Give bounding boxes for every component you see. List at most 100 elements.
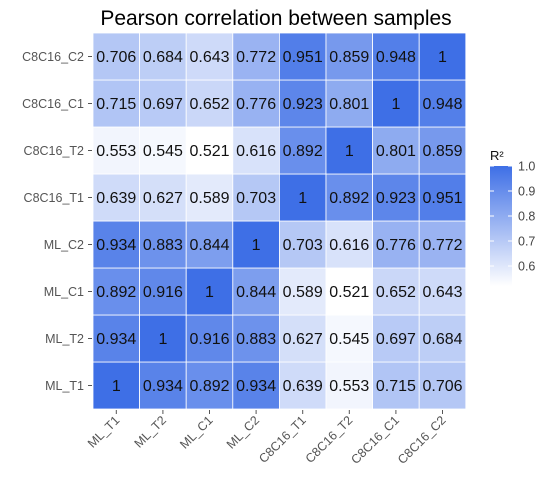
heatmap-cell xyxy=(418,267,467,316)
cell-value-label: 0.776 xyxy=(376,237,416,254)
cell-value-label: 0.643 xyxy=(422,284,462,301)
x-tick-label: ML_T1 xyxy=(85,413,122,450)
heatmap-cell xyxy=(139,361,187,410)
heatmap-cell xyxy=(325,32,373,81)
x-tick-label: C8C16_C1 xyxy=(348,413,402,467)
heatmap-cell xyxy=(418,32,467,81)
cell-value-label: 0.521 xyxy=(329,284,369,301)
heatmap-cell xyxy=(372,79,420,128)
cell-value-label: 1 xyxy=(205,284,214,301)
cell-value-label: 0.772 xyxy=(236,49,276,66)
heatmap-cell xyxy=(139,173,187,222)
cell-value-label: 0.627 xyxy=(283,331,323,348)
cell-value-label: 0.859 xyxy=(329,49,369,66)
cell-value-label: 0.652 xyxy=(376,284,416,301)
heatmap-cells: 1 0.934 0.892 0.934 0.639 0.553 0.715 0.706 0.93… xyxy=(92,32,467,410)
cell-value-label: 0.948 xyxy=(422,96,462,113)
heatmap-cell xyxy=(418,173,467,222)
cell-value-label: 0.639 xyxy=(283,378,323,395)
heatmap-cell xyxy=(185,173,234,222)
cell-value-label: 0.892 xyxy=(189,378,229,395)
heatmap-cell xyxy=(92,79,140,128)
cell-value-label: 0.684 xyxy=(422,331,462,348)
legend-title: R² xyxy=(490,148,504,163)
cell-value-label: 0.545 xyxy=(143,143,183,160)
cell-value-label: 0.553 xyxy=(329,378,369,395)
legend-tick-label: 0.7 xyxy=(518,235,535,249)
cell-value-label: 0.706 xyxy=(96,49,136,66)
heatmap-cell xyxy=(185,32,234,81)
cell-value-label: 0.715 xyxy=(376,378,416,395)
x-tick-label: C8C16_T2 xyxy=(303,413,356,466)
cell-value-label: 0.639 xyxy=(96,190,136,207)
color-legend: R² 1.0 0.9 0.8 0.7 0.6 xyxy=(490,148,535,286)
cell-value-label: 0.772 xyxy=(422,237,462,254)
cell-value-label: 0.616 xyxy=(329,237,369,254)
heatmap-cell xyxy=(278,314,327,363)
x-tick-label: ML_C2 xyxy=(224,413,262,451)
heatmap-cell xyxy=(92,361,140,410)
cell-value-label: 0.589 xyxy=(283,284,323,301)
y-tick-label: C8C16_T2 xyxy=(24,144,84,158)
heatmap-cell xyxy=(278,267,327,316)
cell-value-label: 0.934 xyxy=(96,331,136,348)
heatmap-cell xyxy=(139,267,187,316)
cell-value-label: 0.916 xyxy=(189,331,229,348)
heatmap-cell xyxy=(232,220,280,269)
heatmap-cell xyxy=(232,32,280,81)
heatmap-cell xyxy=(418,314,467,363)
heatmap-cell xyxy=(185,267,234,316)
y-axis-labels: ML_T1 ML_T2 ML_C1 ML_C2 C8C16_T1 C8C16_T2 C8C1… xyxy=(22,50,92,393)
heatmap-cell xyxy=(325,361,373,410)
cell-value-label: 0.934 xyxy=(236,378,276,395)
y-tick-label: ML_T2 xyxy=(45,332,84,346)
heatmap-cell xyxy=(92,314,140,363)
cell-value-label: 0.859 xyxy=(422,143,462,160)
cell-value-label: 0.589 xyxy=(189,190,229,207)
cell-value-label: 0.553 xyxy=(96,143,136,160)
cell-value-label: 0.616 xyxy=(236,143,276,160)
cell-value-label: 1 xyxy=(438,49,447,66)
x-tick-label: C8C16_C2 xyxy=(395,413,449,467)
cell-value-label: 0.697 xyxy=(376,331,416,348)
cell-value-label: 0.521 xyxy=(189,143,229,160)
heatmap-cell xyxy=(232,267,280,316)
heatmap-cell xyxy=(325,79,373,128)
heatmap-cell xyxy=(372,126,420,175)
y-tick-label: C8C16_T1 xyxy=(24,191,84,205)
heatmap-cell xyxy=(139,126,187,175)
heatmap-cell xyxy=(185,220,234,269)
cell-value-label: 0.892 xyxy=(329,190,369,207)
legend-tick-label: 0.6 xyxy=(518,260,535,274)
heatmap-cell xyxy=(278,361,327,410)
y-tick-label: ML_C1 xyxy=(44,285,84,299)
cell-value-label: 0.715 xyxy=(96,96,136,113)
heatmap-cell xyxy=(372,267,420,316)
y-tick-label: C8C16_C2 xyxy=(22,50,84,64)
cell-value-label: 0.948 xyxy=(376,49,416,66)
y-tick-label: ML_T1 xyxy=(45,379,84,393)
legend-tick-label: 1.0 xyxy=(518,160,535,174)
cell-value-label: 0.652 xyxy=(189,96,229,113)
cell-value-label: 1 xyxy=(252,237,261,254)
cell-value-label: 0.951 xyxy=(422,190,462,207)
heatmap-cell xyxy=(418,126,467,175)
cell-value-label: 0.923 xyxy=(376,190,416,207)
heatmap-cell xyxy=(325,173,373,222)
cell-value-label: 0.934 xyxy=(96,237,136,254)
cell-value-label: 0.703 xyxy=(236,190,276,207)
cell-value-label: 0.697 xyxy=(143,96,183,113)
cell-value-label: 0.643 xyxy=(189,49,229,66)
cell-value-label: 0.545 xyxy=(329,331,369,348)
heatmap-cell xyxy=(139,79,187,128)
cell-value-label: 0.883 xyxy=(236,331,276,348)
cell-value-label: 0.684 xyxy=(143,49,183,66)
cell-value-label: 0.892 xyxy=(283,143,323,160)
cell-value-label: 1 xyxy=(345,143,354,160)
cell-value-label: 0.801 xyxy=(376,143,416,160)
heatmap-cell xyxy=(278,32,327,81)
legend-tick-label: 0.9 xyxy=(518,185,535,199)
legend-colorbar xyxy=(490,166,512,286)
heatmap-cell xyxy=(372,361,420,410)
heatmap-cell xyxy=(232,173,280,222)
